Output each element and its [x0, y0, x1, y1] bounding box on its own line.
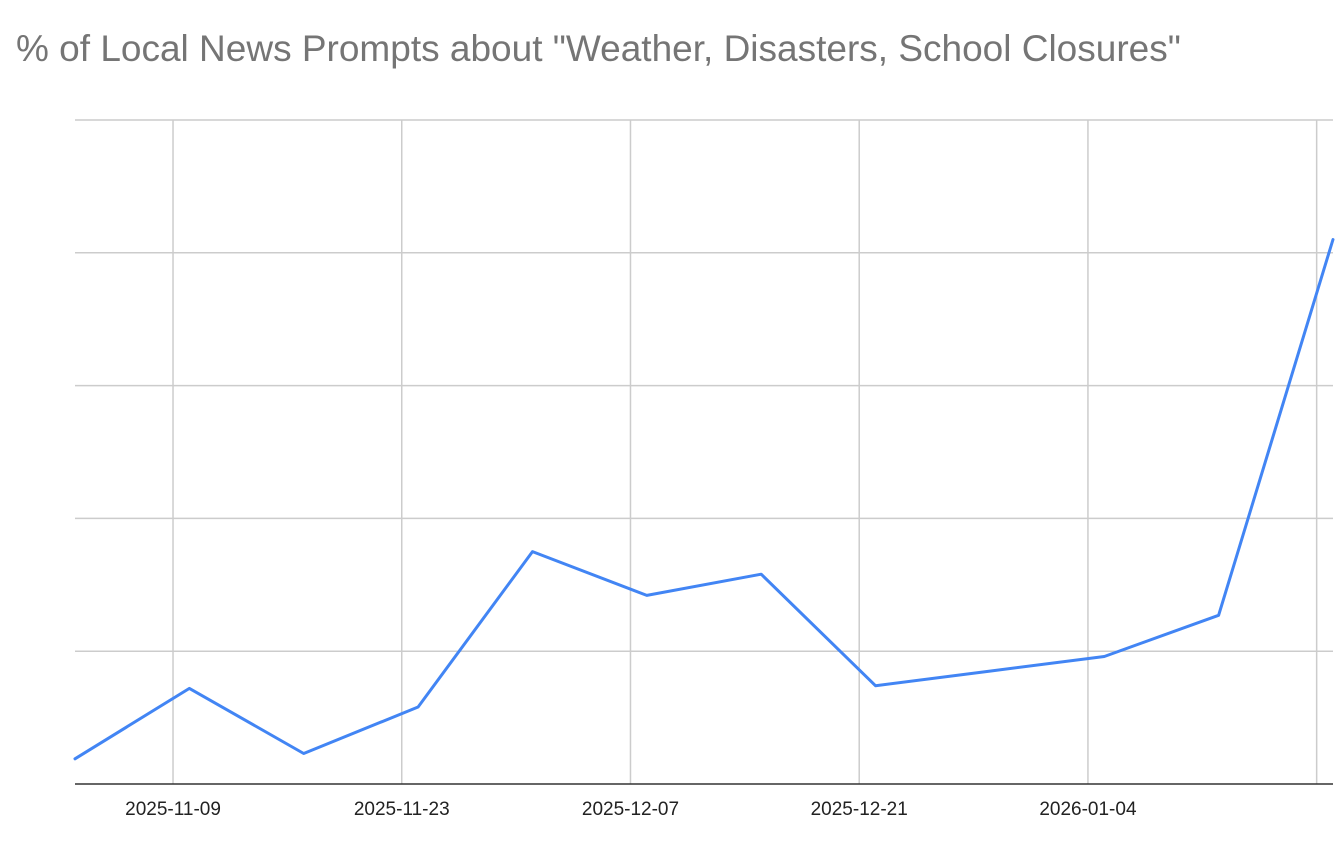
x-tick-label: 2026-01-04: [1039, 799, 1137, 820]
vertical-gridlines: [172, 120, 1318, 784]
x-tick-label: 2025-12-07: [582, 799, 679, 820]
series-line-1: [73, 238, 1335, 761]
series-layer: [73, 238, 1335, 761]
horizontal-gridlines: [75, 119, 1333, 652]
chart-title: % of Local News Prompts about "Weather, …: [16, 28, 1181, 69]
x-tick-label: 2025-12-21: [811, 799, 908, 820]
x-tick-label: 2025-11-23: [354, 799, 450, 820]
x-axis-tick-labels: 2025-11-09 2025-11-23 2025-12-07 2025-12-21…: [125, 799, 1137, 820]
x-tick-label: 2025-11-09: [125, 799, 221, 820]
